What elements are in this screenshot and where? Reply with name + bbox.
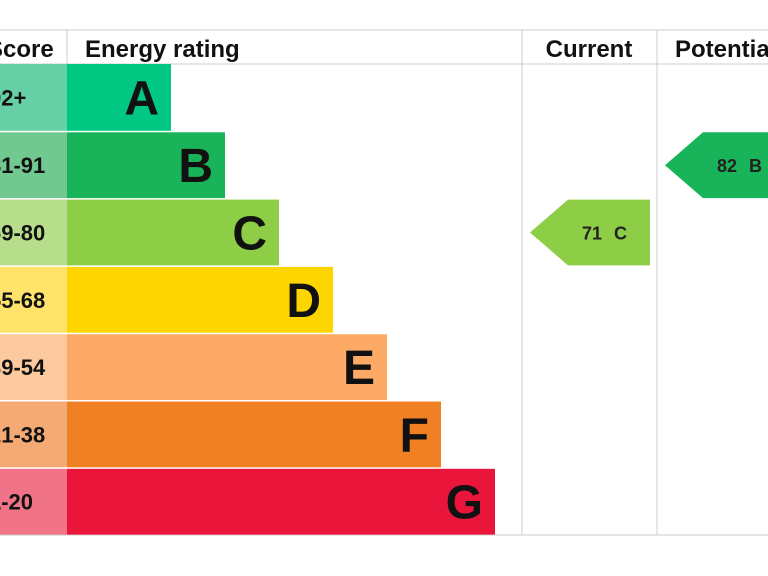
rating-header: Energy rating bbox=[85, 36, 240, 63]
rating-letter: D bbox=[286, 275, 321, 328]
rating-bar bbox=[67, 199, 279, 266]
score-range: 55-68 bbox=[0, 288, 45, 313]
current-arrow bbox=[530, 199, 650, 266]
rating-letter: F bbox=[400, 409, 429, 462]
potential-letter: B bbox=[749, 156, 762, 176]
potential-arrow bbox=[665, 132, 768, 199]
score-header: Score bbox=[0, 36, 54, 63]
score-cell bbox=[0, 401, 67, 468]
score-range: 39-54 bbox=[0, 355, 46, 380]
rating-bar bbox=[67, 468, 495, 535]
rating-letter: B bbox=[178, 140, 213, 193]
score-cell bbox=[0, 64, 67, 131]
bands: 92+ A 81-91 B 69-80 C 55-68 D 39-54 E 21-38 F 1-20 G bbox=[0, 64, 495, 535]
score-cell bbox=[0, 468, 67, 535]
arrows: 71 C 82 B bbox=[530, 132, 768, 266]
score-range: 81-91 bbox=[0, 153, 45, 178]
score-range: 92+ bbox=[0, 85, 26, 110]
current-header: Current bbox=[546, 36, 633, 63]
score-cell bbox=[0, 266, 67, 333]
rating-letter: G bbox=[446, 477, 483, 530]
current-value: 71 bbox=[582, 224, 602, 244]
score-cell bbox=[0, 199, 67, 266]
rating-bar bbox=[67, 132, 225, 199]
score-cell bbox=[0, 132, 67, 199]
rating-letter: A bbox=[124, 72, 159, 125]
score-range: 21-38 bbox=[0, 422, 45, 447]
rating-bar bbox=[67, 334, 387, 400]
potential-value: 82 bbox=[717, 156, 737, 176]
rating-bar bbox=[67, 64, 171, 131]
potential-header: Potential bbox=[675, 36, 768, 63]
rating-letter: C bbox=[232, 208, 267, 261]
rating-bar bbox=[67, 401, 441, 468]
current-letter: C bbox=[614, 224, 627, 244]
score-cell bbox=[0, 334, 67, 400]
rating-letter: E bbox=[343, 342, 375, 395]
score-range: 69-80 bbox=[0, 221, 45, 246]
score-range: 1-20 bbox=[0, 490, 33, 515]
rating-bar bbox=[67, 266, 333, 333]
